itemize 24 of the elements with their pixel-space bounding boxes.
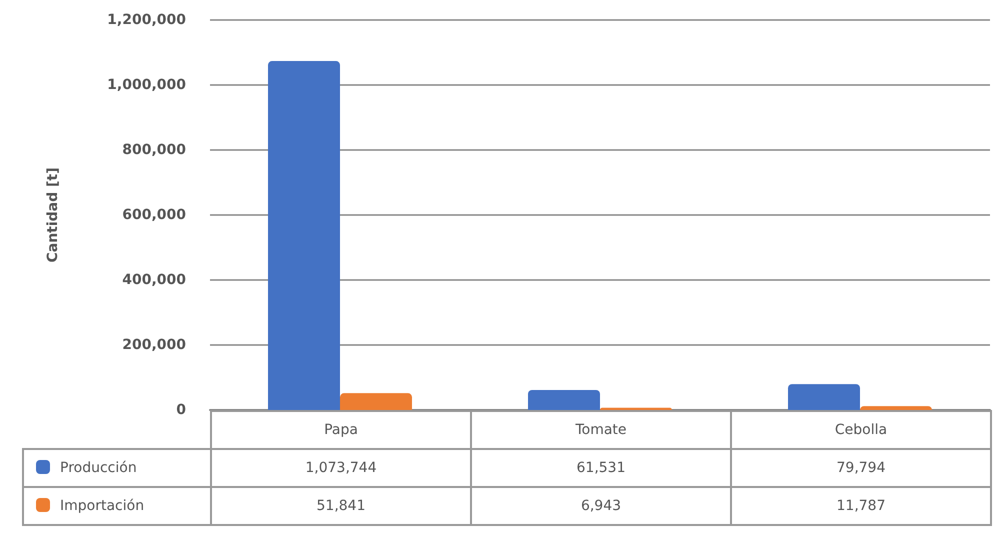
y-tick-label: 0 [176, 402, 186, 418]
data-label: 61,531 [471, 449, 731, 487]
x-tick-label: Tomate [471, 411, 731, 449]
y-tick-label: 1,000,000 [107, 77, 186, 93]
y-tick-label: 1,200,000 [107, 12, 186, 28]
bar [528, 390, 600, 410]
y-tick-label: 200,000 [122, 337, 186, 353]
data-label: 6,943 [471, 487, 731, 525]
x-tick-label: Cebolla [731, 411, 991, 449]
legend-label: Producción [23, 449, 211, 487]
x-tick-label: Papa [211, 411, 471, 449]
legend-label: Importación [23, 487, 211, 525]
bar [340, 393, 412, 410]
y-tick-label: 600,000 [122, 207, 186, 223]
data-label: 1,073,744 [211, 449, 471, 487]
y-tick-label: 800,000 [122, 142, 186, 158]
y-tick-label: 400,000 [122, 272, 186, 288]
bar [268, 61, 340, 410]
y-axis-title: Cantidad [t] [45, 167, 61, 263]
bar [788, 384, 860, 410]
data-label: 11,787 [731, 487, 991, 525]
data-label: 79,794 [731, 449, 991, 487]
bar [860, 406, 932, 410]
data-label: 51,841 [211, 487, 471, 525]
